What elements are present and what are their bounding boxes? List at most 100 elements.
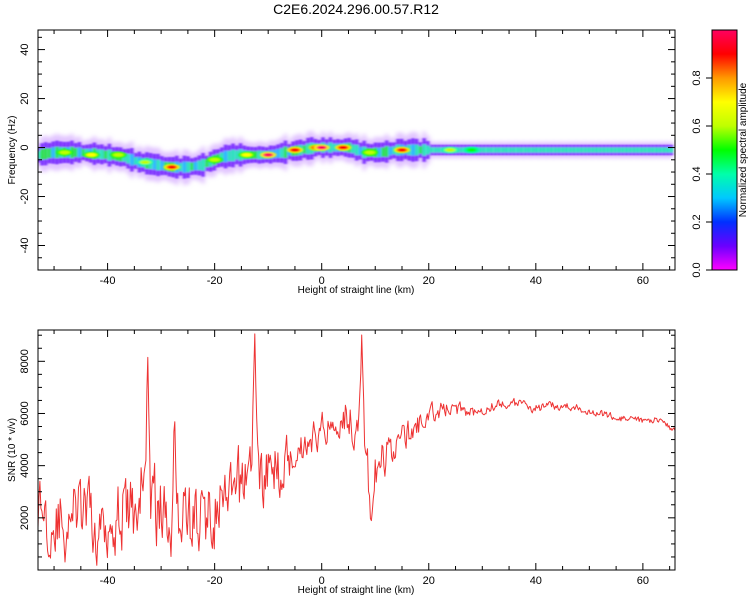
spectrogram-hotspot bbox=[289, 148, 301, 152]
spectrogram-frame bbox=[37, 29, 676, 271]
spectrogram-core-cell bbox=[51, 147, 55, 158]
spectrogram-x-tick-label: -40 bbox=[100, 275, 116, 287]
snr-x-tick-label: 0 bbox=[319, 575, 325, 587]
spectrogram-core-cell bbox=[576, 147, 580, 153]
spectrogram-core-cell bbox=[227, 150, 231, 161]
snr-y-tick-label: 8000 bbox=[19, 349, 31, 373]
spectrogram-core-cell bbox=[235, 150, 239, 160]
spectrogram-core-cell bbox=[254, 151, 257, 159]
spectrogram-hotspot bbox=[209, 157, 221, 162]
colorbar: 0.0 0.2 0.4 0.6 0.8 Normalized spectral ampl… bbox=[691, 29, 749, 278]
spectrogram-core-cell bbox=[201, 159, 205, 171]
spectrogram-core-cell bbox=[81, 149, 85, 157]
spectrogram-core-cell bbox=[385, 146, 389, 157]
spectrogram-core-cell bbox=[505, 147, 508, 153]
spectrogram-core-cell bbox=[359, 147, 362, 156]
spectrogram-core-cell bbox=[156, 159, 160, 171]
spectrogram-core-cell bbox=[205, 159, 209, 168]
spectrogram-core-cell bbox=[520, 147, 523, 153]
spectrogram-core-cell bbox=[628, 147, 632, 153]
spectrogram-core-cell bbox=[389, 146, 392, 155]
spectrogram-core-cell bbox=[643, 147, 647, 153]
spectrogram-core-cell bbox=[351, 144, 355, 154]
spectrogram-core-cell bbox=[122, 153, 126, 162]
spectrogram-core-cell bbox=[568, 147, 572, 153]
snr-frame bbox=[37, 329, 676, 571]
spectrogram-core-cell bbox=[583, 147, 587, 153]
snr-x-axis-label: Height of straight line (km) bbox=[298, 585, 415, 596]
spectrogram-core-cell bbox=[134, 157, 138, 165]
spectrogram-core-cell bbox=[493, 147, 497, 153]
spectrogram-plot-area bbox=[38, 130, 674, 186]
spectrogram-x-tick-label: -20 bbox=[207, 275, 223, 287]
spectrogram-core-cell bbox=[197, 160, 201, 171]
spectrogram-core-cell bbox=[257, 150, 261, 159]
spectrogram-hotspot bbox=[466, 148, 478, 152]
spectrogram-hotspot bbox=[444, 148, 456, 152]
spectrogram-core-cell bbox=[224, 150, 227, 163]
spectrogram-core-cell bbox=[74, 148, 78, 157]
spectrogram-core-cell bbox=[433, 147, 437, 153]
snr-x-tick-label: -40 bbox=[100, 575, 116, 587]
spectrogram-y-axis-label: Frequency (Hz) bbox=[7, 116, 18, 185]
spectrogram-core-cell bbox=[512, 147, 516, 153]
spectrogram-core-cell bbox=[550, 147, 553, 153]
spectrogram-core-cell bbox=[591, 147, 595, 153]
spectrogram-core-cell bbox=[613, 147, 617, 153]
snr-y-ticks: 2000 4000 6000 8000 bbox=[19, 334, 675, 571]
spectrogram-core-cell bbox=[490, 147, 493, 153]
snr-y-tick-label: 4000 bbox=[19, 453, 31, 477]
snr-x-tick-label: 60 bbox=[637, 575, 649, 587]
spectrogram-core-cell bbox=[194, 161, 197, 171]
spectrogram-hotspot bbox=[364, 150, 376, 155]
spectrogram-core-cell bbox=[280, 148, 284, 158]
spectrogram-core-cell bbox=[662, 147, 666, 153]
spectrogram-core-cell bbox=[355, 145, 359, 155]
spectrogram-core-cell bbox=[670, 147, 673, 153]
spectrogram-hotspot bbox=[262, 152, 274, 157]
spectrogram-x-tick-label: 40 bbox=[530, 275, 542, 287]
colorbar-tick-label: 0.0 bbox=[691, 262, 703, 277]
spectrogram-core-cell bbox=[329, 142, 332, 153]
spectrogram-hotspot bbox=[139, 160, 151, 165]
colorbar-tick-label: 0.8 bbox=[691, 70, 703, 85]
spectrogram-core-cell bbox=[531, 147, 535, 153]
spectrogram-core-cell bbox=[332, 143, 336, 152]
spectrogram-core-cell bbox=[40, 149, 44, 160]
colorbar-tick-label: 0.2 bbox=[691, 214, 703, 229]
spectrogram-core-cell bbox=[666, 147, 670, 153]
spectrogram-hotspot bbox=[112, 152, 124, 157]
spectrogram-core-cell bbox=[516, 147, 520, 153]
spectrogram-core-cell bbox=[636, 147, 640, 153]
spectrogram-core-cell bbox=[497, 147, 501, 153]
spectrogram-y-tick-label: 0 bbox=[19, 144, 31, 150]
spectrogram-core-cell bbox=[478, 147, 482, 153]
spectrogram-core-cell bbox=[625, 147, 628, 153]
spectrogram-core-cell bbox=[580, 147, 583, 153]
spectrogram-core-cell bbox=[640, 147, 643, 153]
spectrogram-core-cell bbox=[587, 147, 591, 153]
spectrogram-hotspot bbox=[396, 148, 408, 152]
spectrogram-y-tick-label: 40 bbox=[19, 43, 31, 55]
spectrogram-core-cell bbox=[565, 147, 568, 153]
spectrogram-core-cell bbox=[426, 145, 430, 155]
spectrogram-core-cell bbox=[632, 147, 636, 153]
spectrogram-core-cell bbox=[104, 150, 108, 159]
spectrogram-core-cell bbox=[610, 147, 613, 153]
spectrogram-core-cell bbox=[411, 144, 415, 156]
spectrogram-core-cell bbox=[284, 146, 287, 158]
spectrogram-core-cell bbox=[553, 147, 557, 153]
figure-title: C2E6.2024.296.00.57.R12 bbox=[273, 1, 439, 17]
spectrogram-core-cell bbox=[107, 149, 111, 161]
spectrogram-core-cell bbox=[306, 143, 310, 154]
spectrogram-core-cell bbox=[430, 147, 434, 153]
spectrogram-core-cell bbox=[44, 148, 48, 160]
spectrogram-core-cell bbox=[220, 152, 224, 162]
spectrogram-core-cell bbox=[606, 147, 610, 153]
spectrogram-core-cell bbox=[422, 144, 426, 156]
spectrogram-core-cell bbox=[38, 151, 40, 159]
spectrogram-core-cell bbox=[542, 147, 546, 153]
spectrogram-core-cell bbox=[302, 145, 306, 154]
spectrogram-core-cell bbox=[190, 162, 194, 171]
